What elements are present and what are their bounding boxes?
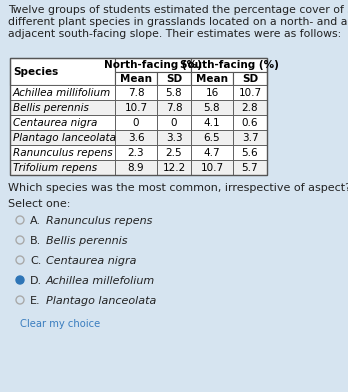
Text: Plantago lanceolata: Plantago lanceolata (13, 132, 116, 143)
Text: 3.6: 3.6 (128, 132, 144, 143)
Text: Ranunculus repens: Ranunculus repens (46, 216, 152, 226)
Text: SD: SD (242, 74, 258, 83)
Text: SD: SD (166, 74, 182, 83)
Bar (191, 72, 233, 85)
Text: 0: 0 (133, 118, 139, 127)
Bar (10, 58, 267, 175)
Text: Mean: Mean (196, 74, 228, 83)
Bar (157, 130, 191, 145)
Text: 10.7: 10.7 (238, 87, 262, 98)
Text: Bellis perennis: Bellis perennis (13, 102, 89, 113)
Text: Mean: Mean (120, 74, 152, 83)
Text: 4.1: 4.1 (204, 118, 220, 127)
Text: 8.9: 8.9 (128, 163, 144, 172)
Text: 2.3: 2.3 (128, 147, 144, 158)
Text: South-facing (%): South-facing (%) (180, 60, 278, 70)
Text: Twelve groups of students estimated the percentage cover of six: Twelve groups of students estimated the … (8, 5, 348, 15)
Text: 5.8: 5.8 (166, 87, 182, 98)
Text: Ranunculus repens: Ranunculus repens (13, 147, 113, 158)
Bar (191, 58, 267, 72)
Text: Centaurea nigra: Centaurea nigra (13, 118, 97, 127)
Text: 3.7: 3.7 (242, 132, 258, 143)
Text: 10.7: 10.7 (125, 102, 148, 113)
Text: North-facing (%): North-facing (%) (104, 60, 202, 70)
Bar (157, 100, 191, 115)
Bar (233, 72, 267, 85)
Text: 7.8: 7.8 (166, 102, 182, 113)
Text: Bellis perennis: Bellis perennis (46, 236, 127, 246)
Bar (115, 130, 157, 145)
Bar (157, 160, 191, 175)
Text: 2.8: 2.8 (242, 102, 258, 113)
Bar (10, 130, 115, 145)
Text: B.: B. (30, 236, 41, 246)
Text: Achillea millifolium: Achillea millifolium (13, 87, 111, 98)
Bar (10, 145, 115, 160)
Text: 4.7: 4.7 (204, 147, 220, 158)
Bar (10, 58, 115, 85)
Bar (115, 85, 157, 100)
Text: Species: Species (13, 67, 58, 76)
Bar (191, 85, 233, 100)
Bar (10, 100, 115, 115)
Text: A.: A. (30, 216, 41, 226)
Bar (191, 115, 233, 130)
Bar (115, 145, 157, 160)
Text: D.: D. (30, 276, 42, 286)
Text: 12.2: 12.2 (163, 163, 185, 172)
Bar (191, 130, 233, 145)
Text: Centaurea nigra: Centaurea nigra (46, 256, 136, 266)
Text: Clear my choice: Clear my choice (20, 319, 100, 329)
Bar (157, 115, 191, 130)
Text: adjacent south-facing slope. Their estimates were as follows:: adjacent south-facing slope. Their estim… (8, 29, 341, 39)
Text: different plant species in grasslands located on a north- and an: different plant species in grasslands lo… (8, 17, 348, 27)
Text: E.: E. (30, 296, 41, 306)
Text: 5.8: 5.8 (204, 102, 220, 113)
Text: 0: 0 (171, 118, 177, 127)
Bar (233, 100, 267, 115)
Text: 0.6: 0.6 (242, 118, 258, 127)
Text: Which species was the most common, irrespective of aspect?: Which species was the most common, irres… (8, 183, 348, 193)
Bar (191, 160, 233, 175)
Bar (115, 115, 157, 130)
Bar (233, 160, 267, 175)
Bar (157, 85, 191, 100)
Text: Select one:: Select one: (8, 199, 70, 209)
Text: 7.8: 7.8 (128, 87, 144, 98)
Bar (10, 160, 115, 175)
Circle shape (16, 276, 24, 284)
Text: 5.6: 5.6 (242, 147, 258, 158)
Bar (10, 85, 115, 100)
Bar (233, 145, 267, 160)
Bar (115, 100, 157, 115)
Text: C.: C. (30, 256, 41, 266)
Text: Plantago lanceolata: Plantago lanceolata (46, 296, 156, 306)
Bar (157, 72, 191, 85)
Text: 6.5: 6.5 (204, 132, 220, 143)
Bar (115, 58, 191, 72)
Text: Achillea millefolium: Achillea millefolium (46, 276, 155, 286)
Text: 5.7: 5.7 (242, 163, 258, 172)
Text: 2.5: 2.5 (166, 147, 182, 158)
Bar (191, 145, 233, 160)
Bar (191, 100, 233, 115)
Bar (115, 160, 157, 175)
Text: 10.7: 10.7 (200, 163, 223, 172)
Bar (10, 115, 115, 130)
Bar (233, 85, 267, 100)
Text: 16: 16 (205, 87, 219, 98)
Text: Trifolium repens: Trifolium repens (13, 163, 97, 172)
Bar (233, 115, 267, 130)
Text: 3.3: 3.3 (166, 132, 182, 143)
Bar (157, 145, 191, 160)
Bar (115, 72, 157, 85)
Bar (233, 130, 267, 145)
